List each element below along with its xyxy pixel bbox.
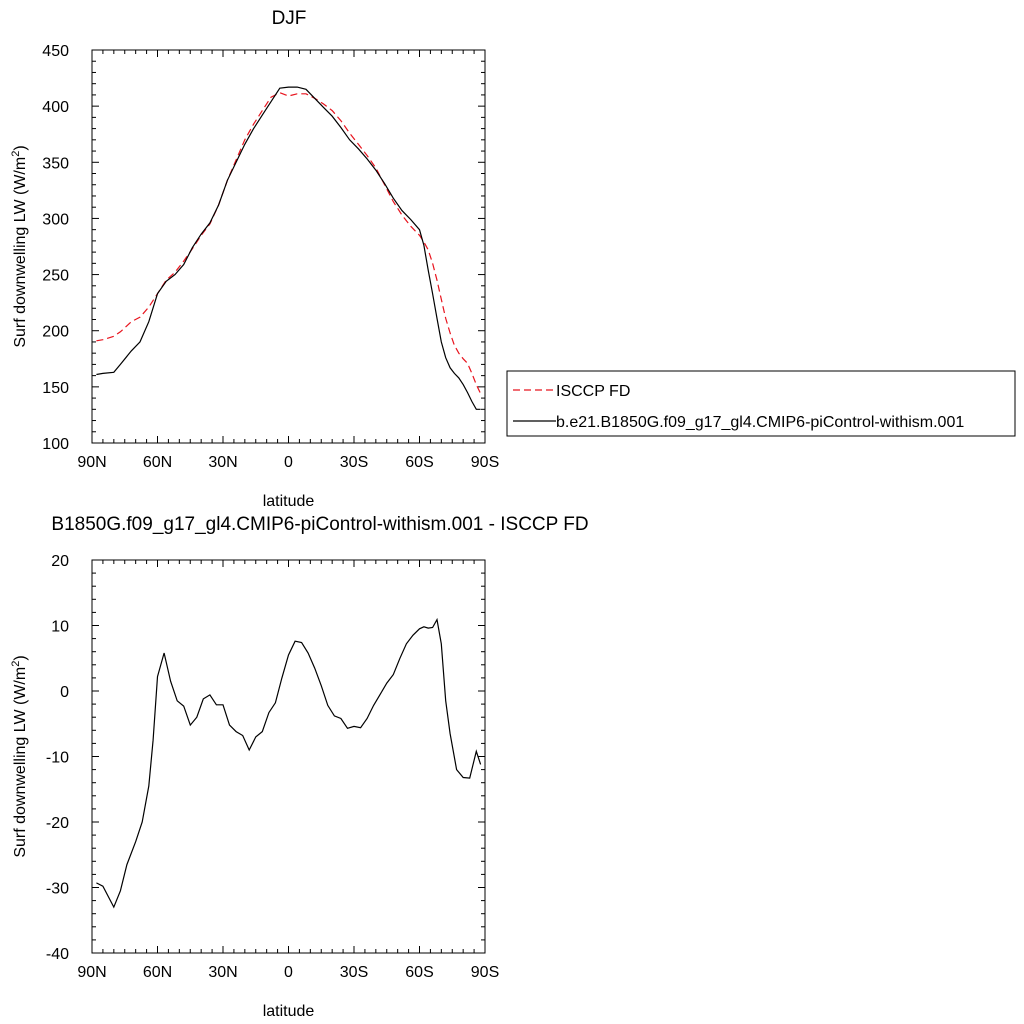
panel1-x-tick-label: 30S	[340, 454, 368, 471]
panel2-y-axis-label-group: Surf downwelling LW (W/m2)	[10, 655, 29, 857]
panel1-y-tick-label: 200	[42, 324, 69, 341]
legend-entry-2: b.e21.B1850G.f09_g17_gl4.CMIP6-piControl…	[556, 414, 964, 431]
panel2-title: B1850G.f09_g17_gl4.CMIP6-piControl-withi…	[51, 514, 588, 535]
panel1-y-tick-label: 400	[42, 99, 69, 116]
legend-entry-1: ISCCP FD	[556, 383, 630, 400]
panel2-y-tick-label: -20	[46, 815, 69, 832]
panel1-x-tick-label: 60S	[405, 454, 433, 471]
panel1-y-tick-label: 250	[42, 268, 69, 285]
panel2-y-tick-label: -10	[46, 750, 69, 767]
panel2-y-tick-label: 0	[60, 684, 69, 701]
panel2-series-line-1	[96, 617, 482, 909]
panel1-x-axis-label: latitude	[263, 493, 315, 510]
panel1-x-tick-label: 0	[284, 454, 293, 471]
panel1-x-tick-label: 60N	[143, 454, 172, 471]
panel2-y-axis-label: Surf downwelling LW (W/m2)	[10, 655, 29, 857]
panel1-y-tick-label: 300	[42, 211, 69, 228]
panel2-x-axis-label: latitude	[263, 1003, 315, 1020]
panel1-y-tick-label: 100	[42, 436, 69, 453]
panel1-title: DJF	[272, 8, 307, 29]
panel2-x-tick-label: 30N	[208, 964, 237, 981]
panel1-y-axis-label-group: Surf downwelling LW (W/m2)	[10, 145, 29, 347]
panel2-x-tick-label: 60N	[143, 964, 172, 981]
panel1-series-line-1	[96, 92, 482, 394]
panel1-y-tick-label: 450	[42, 43, 69, 60]
panel2-x-tick-label: 0	[284, 964, 293, 981]
panel2-x-tick-label: 90S	[471, 964, 499, 981]
panel1-x-tick-label: 30N	[208, 454, 237, 471]
panel1-x-tick-label: 90S	[471, 454, 499, 471]
legend-box	[506, 370, 1016, 437]
panel1-y-axis-label: Surf downwelling LW (W/m2)	[10, 145, 29, 347]
panel2-y-tick-label: -40	[46, 946, 69, 963]
panel2-y-tick-label: 10	[51, 619, 69, 636]
panel2-x-tick-label: 60S	[405, 964, 433, 981]
panel1-series-line-2	[96, 86, 481, 410]
panel2-y-tick-label: 20	[51, 553, 69, 570]
panel2-x-tick-label: 30S	[340, 964, 368, 981]
panel2-y-tick-label: -30	[46, 881, 69, 898]
panel2-x-tick-label: 90N	[77, 964, 106, 981]
panel1-y-tick-label: 350	[42, 155, 69, 172]
panel2-plot-frame	[91, 559, 486, 954]
panel1-y-tick-label: 150	[42, 380, 69, 397]
panel1-x-tick-label: 90N	[77, 454, 106, 471]
